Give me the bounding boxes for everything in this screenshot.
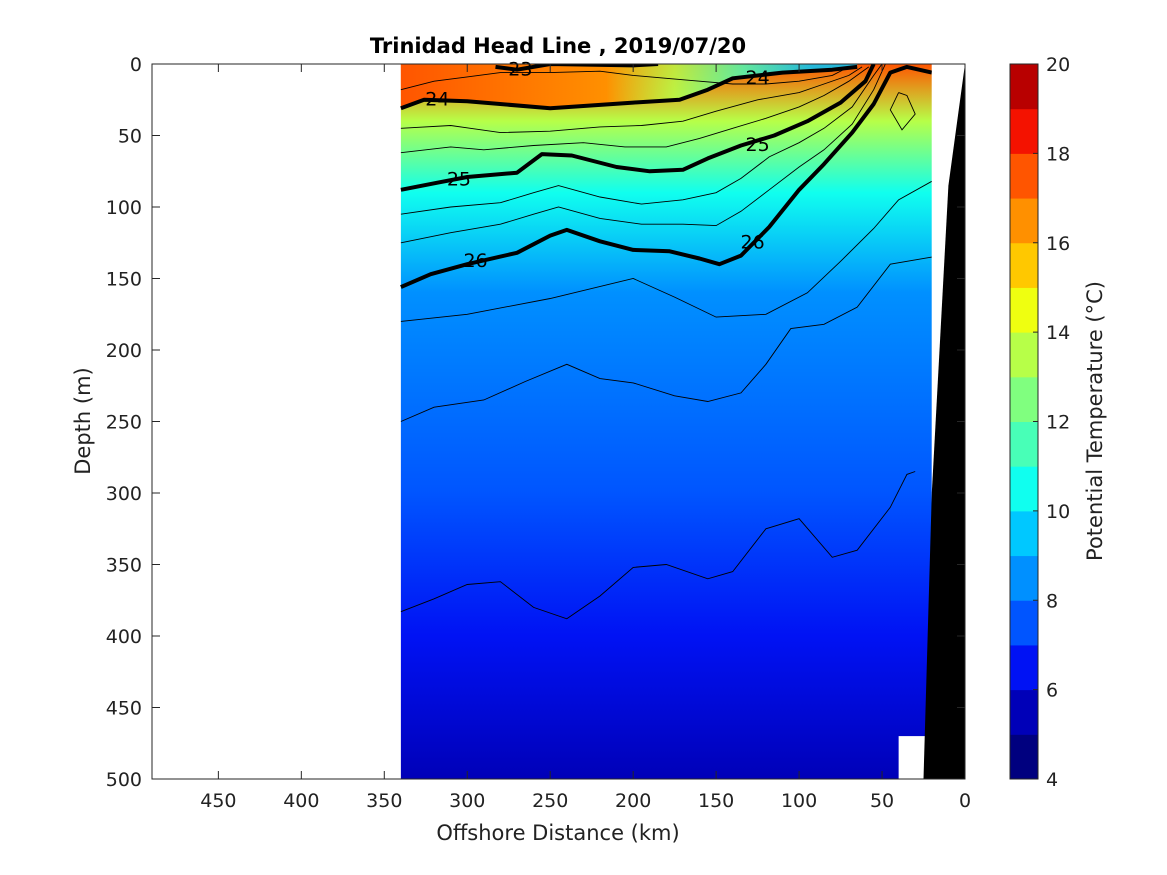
colorbar-tick-label: 16 (1046, 233, 1070, 255)
isopycnal-26 (400, 64, 933, 289)
x-tick-label: 350 (366, 790, 402, 812)
isopycnal-label: 24 (425, 88, 449, 110)
temperature-field (400, 64, 932, 779)
y-tick-label: 500 (106, 769, 142, 791)
isopycnal-label: 25 (447, 168, 471, 190)
x-tick-label: 100 (781, 790, 817, 812)
x-tick-label: 300 (449, 790, 485, 812)
x-tick-label: 200 (615, 790, 651, 812)
x-tick-label: 50 (870, 790, 894, 812)
thin-contour-line (400, 471, 916, 620)
colorbar: 4 6 8 10 12 14 16 18 20 (1009, 54, 1070, 791)
colorbar-swatch (1010, 108, 1038, 154)
x-axis: 450 400 350 300 250 200 150 100 50 0 (200, 64, 971, 812)
isopycnal-label: 26 (463, 250, 487, 272)
colorbar-tick-label: 18 (1046, 143, 1070, 165)
y-axis: 0 50 100 150 200 250 300 350 400 450 500 (106, 54, 965, 791)
y-tick-label: 350 (106, 555, 142, 577)
x-tick-label: 0 (959, 790, 971, 812)
y-tick-label: 150 (106, 269, 142, 291)
y-tick-label: 250 (106, 412, 142, 434)
bathymetry-fill (923, 64, 965, 779)
field-base (400, 64, 932, 779)
colorbar-tick-label: 4 (1046, 769, 1058, 791)
isopycnal-label: 25 (746, 134, 770, 156)
colorbar-swatch (1010, 510, 1038, 557)
colorbar-tick-label: 6 (1046, 680, 1058, 702)
colorbar-swatch (1010, 287, 1038, 333)
colorbar-swatch (1010, 153, 1038, 199)
thin-contour-line (400, 66, 870, 154)
thin-contour-line (889, 92, 916, 131)
isopycnal-label: 26 (741, 231, 765, 253)
colorbar-tick-label: 10 (1046, 501, 1070, 523)
y-axis-label: Depth (m) (71, 367, 95, 474)
x-tick-label: 400 (283, 790, 319, 812)
thin-contour-line (400, 256, 932, 422)
x-axis-label: Offshore Distance (km) (436, 821, 679, 845)
thin-contour-line (400, 66, 850, 91)
thin-contour-line (400, 66, 863, 134)
isopycnal-23 (495, 64, 659, 72)
colorbar-swatch (1010, 376, 1038, 422)
y-tick-label: 300 (106, 483, 142, 505)
colorbar-tick-label: 20 (1046, 54, 1070, 76)
y-tick-label: 200 (106, 340, 142, 362)
x-tick-label: 150 (698, 790, 734, 812)
colorbar-swatch (1010, 198, 1038, 244)
y-tick-label: 50 (118, 126, 142, 148)
isopycnal-25 (400, 64, 876, 192)
x-tick-label: 450 (200, 790, 236, 812)
y-tick-label: 450 (106, 698, 142, 720)
colorbar-swatch (1010, 734, 1038, 780)
colorbar-tick-label: 12 (1046, 412, 1070, 434)
colorbar-tick-label: 8 (1046, 590, 1058, 612)
colorbar-swatch (1010, 64, 1038, 110)
thin-isopycnals (400, 64, 933, 620)
colorbar-label: Potential Temperature (°C) (1083, 281, 1107, 561)
colorbar-swatch (1010, 555, 1038, 601)
chart-title: Trinidad Head Line , 2019/07/20 (370, 34, 746, 58)
y-tick-label: 400 (106, 626, 142, 648)
thin-contour-line (400, 64, 883, 215)
colorbar-swatch (1010, 332, 1038, 378)
x-tick-label: 250 (532, 790, 568, 812)
y-tick-label: 100 (106, 197, 142, 219)
thin-contour-line (400, 64, 886, 244)
surface-warm-layer (400, 64, 858, 109)
bathymetry-mask (898, 64, 965, 779)
isopycnal-labels: 23 24 24 25 25 26 26 (425, 58, 769, 272)
colorbar-swatch (1010, 242, 1038, 288)
thin-contour-line (400, 180, 933, 322)
y-tick-label: 0 (130, 54, 142, 76)
colorbar-swatch (1010, 689, 1038, 735)
colorbar-swatch (1010, 466, 1038, 512)
isopycnal-label: 23 (508, 58, 532, 80)
colorbar-swatch (1010, 644, 1038, 691)
colorbar-swatch (1010, 421, 1038, 467)
colorbar-swatch (1010, 600, 1038, 646)
isopycnal-label: 24 (746, 67, 770, 89)
colorbar-tick-label: 14 (1046, 322, 1070, 344)
